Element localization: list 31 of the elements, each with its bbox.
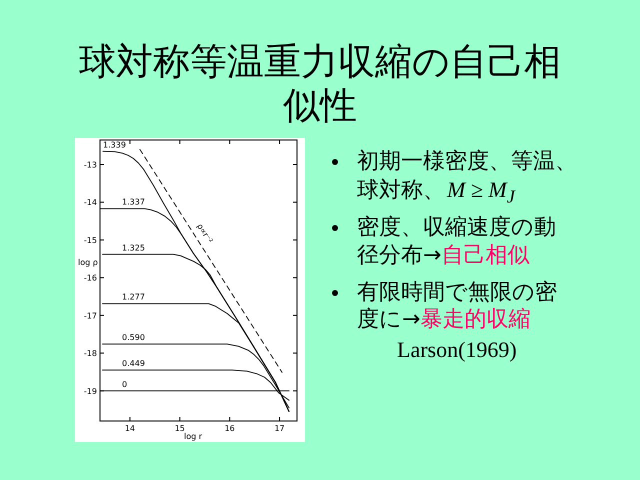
series-label: 1.325 [122, 243, 145, 252]
y-axis-title: log ρ [78, 258, 98, 267]
text: 有限時間で無限の密 [357, 280, 557, 305]
y-tick-label: -16 [84, 274, 97, 283]
y-tick-label: -19 [84, 386, 97, 396]
text: 自己相似 [441, 243, 530, 268]
y-tick-label: -18 [84, 349, 97, 358]
y-tick-label: -14 [84, 198, 97, 208]
text: 球対称、 [357, 178, 445, 203]
y-tick-label: -13 [84, 160, 97, 170]
x-axis-title: log r [184, 432, 202, 441]
series-label: 0 [122, 380, 128, 389]
y-tick-label: -17 [84, 311, 97, 320]
series-label: 1.337 [122, 198, 145, 207]
text: 度に→ [357, 307, 420, 332]
chart-title: 球対称等温重力収縮の自己相似性 [78, 40, 562, 128]
y-tick-label: -15 [84, 236, 97, 245]
x-tick-label: 16 [224, 424, 235, 433]
text: 暴走的収縮 [420, 307, 530, 332]
text: Larson(1969) [397, 336, 517, 364]
text: 径分布→ [357, 243, 442, 268]
x-tick-label: 15 [174, 424, 185, 433]
series-label: 0.590 [122, 333, 145, 342]
x-tick-label: 17 [274, 424, 285, 433]
text: M ≥ M$_{J}$ [447, 177, 515, 202]
x-tick-label: 14 [124, 424, 136, 433]
text: 初期一様密度、等温、 [357, 149, 577, 174]
series-label: 1.277 [122, 292, 145, 302]
series-label: 0.449 [122, 359, 145, 368]
text: 密度、収縮速度の動 [357, 215, 556, 240]
series-label: 1.339 [103, 140, 126, 150]
